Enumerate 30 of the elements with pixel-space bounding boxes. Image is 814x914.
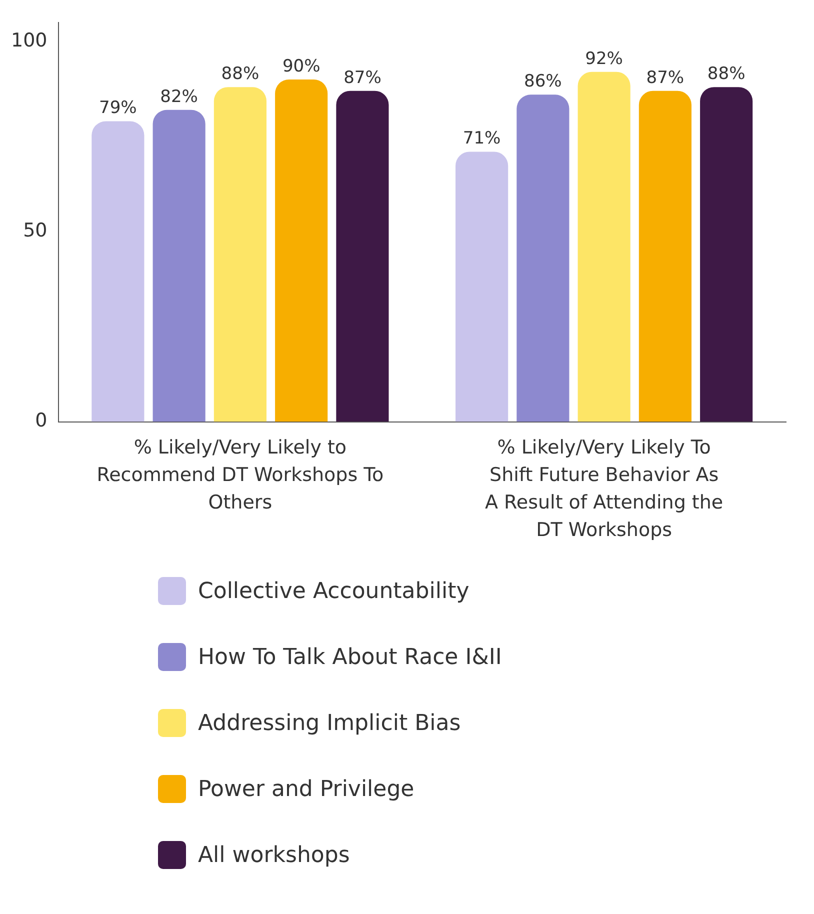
data-label: 87% (344, 68, 382, 88)
legend-label: Collective Accountability (198, 578, 470, 604)
bar (214, 87, 266, 422)
bar (456, 152, 508, 422)
y-tick-label: 50 (23, 220, 48, 242)
bar (578, 72, 630, 422)
data-label: 79% (99, 98, 137, 118)
data-label: 71% (462, 128, 501, 149)
y-tick-label: 0 (35, 410, 48, 432)
legend-label: All workshops (198, 842, 350, 868)
data-label: 87% (646, 68, 684, 88)
bar (638, 90, 692, 422)
bar (516, 94, 570, 422)
bar (152, 110, 206, 422)
x-tick-label: % Likely/Very Likely To Shift Future Behavior As A Result of Attending the DT Workshops (485, 436, 724, 542)
bar (92, 121, 144, 422)
data-label: 88% (707, 64, 746, 84)
data-label: 90% (282, 56, 320, 76)
bar (336, 90, 389, 422)
legend-label: Power and Privilege (198, 776, 414, 802)
data-label: 82% (160, 86, 198, 107)
bar (275, 79, 328, 422)
data-label: 86% (524, 72, 562, 92)
legend-label: Addressing Implicit Bias (198, 710, 461, 736)
x-tick-label: % Likely/Very Likely to Recommend DT Workshops To Others (96, 436, 384, 514)
y-tick-label: 100 (11, 29, 48, 52)
legend-label: How To Talk About Race I&II (198, 644, 502, 670)
bar (700, 87, 753, 422)
data-label: 92% (585, 48, 623, 69)
data-label: 88% (221, 64, 260, 84)
